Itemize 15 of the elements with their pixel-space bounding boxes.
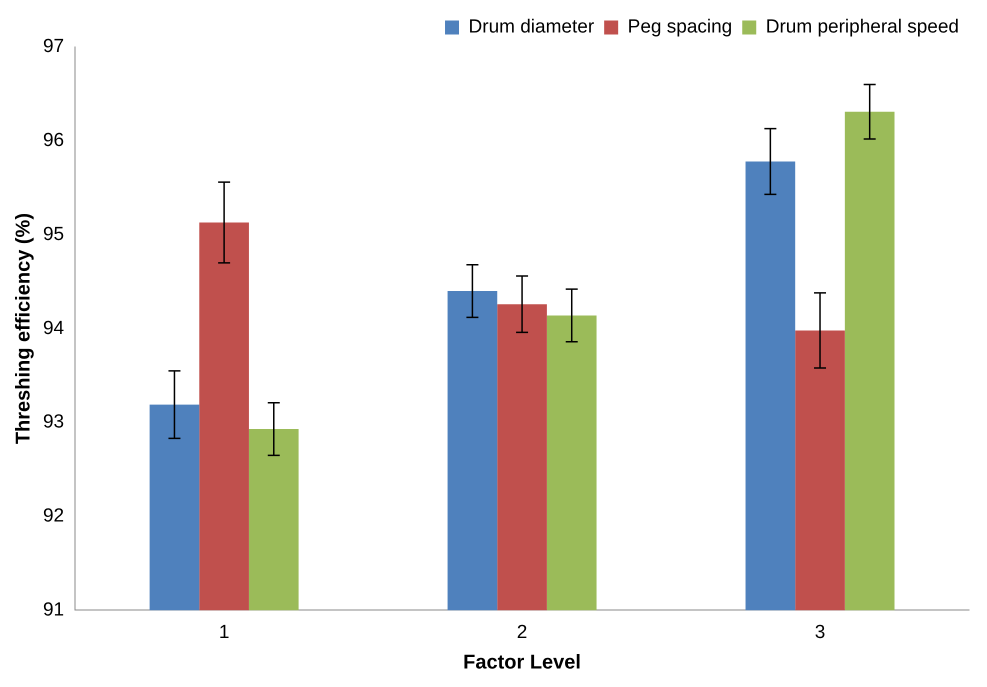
y-tick-label: 92 bbox=[42, 506, 64, 527]
x-tick-label: 2 bbox=[516, 622, 528, 643]
y-tick-label: 95 bbox=[42, 224, 64, 245]
legend-label: Peg spacing bbox=[628, 16, 732, 38]
y-tick-label: 96 bbox=[42, 130, 64, 152]
legend-label: Drum diameter bbox=[468, 16, 595, 38]
y-axis-title: Threshing efficiency (%) bbox=[12, 213, 35, 444]
y-tick-label: 91 bbox=[42, 599, 64, 620]
legend-label: Drum peripheral speed bbox=[766, 16, 959, 38]
y-tick-label: 93 bbox=[42, 412, 64, 433]
y-tick-label: 94 bbox=[42, 318, 65, 339]
x-tick-label: 3 bbox=[814, 622, 826, 643]
x-axis-title: Factor Level bbox=[463, 652, 581, 674]
x-tick-label: 1 bbox=[218, 622, 230, 643]
y-tick-label: 97 bbox=[42, 36, 64, 58]
